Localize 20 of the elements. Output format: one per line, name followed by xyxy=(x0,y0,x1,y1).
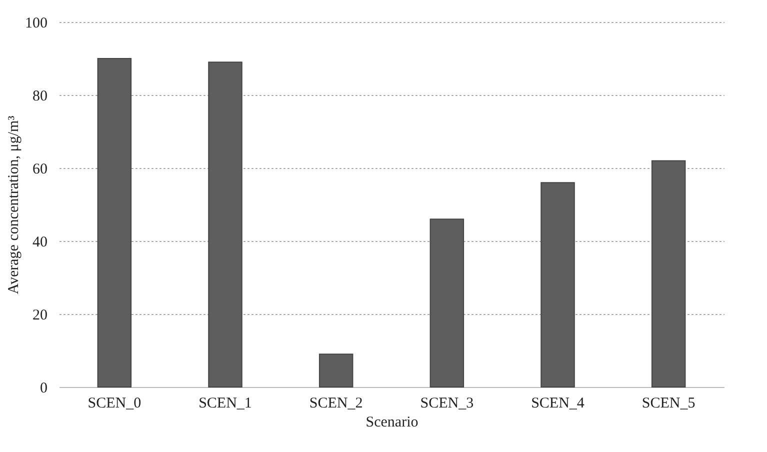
y-tick-label: 20 xyxy=(32,308,48,324)
x-tick-label: SCEN_1 xyxy=(198,396,252,412)
y-tick-label: 40 xyxy=(32,234,48,250)
y-tick-label: 100 xyxy=(25,16,48,32)
x-tick-label: SCEN_2 xyxy=(309,396,363,412)
bar xyxy=(208,62,242,388)
x-tick-label: SCEN_3 xyxy=(420,396,474,412)
bar xyxy=(318,354,354,388)
x-tick-label: SCEN_5 xyxy=(642,396,696,412)
x-axis-title: Scenario xyxy=(366,414,418,430)
bar xyxy=(540,182,575,388)
y-axis-title: Average concentration, μg/m³ xyxy=(6,115,22,294)
y-tick-label: 0 xyxy=(40,380,48,396)
y-tick-label: 60 xyxy=(32,162,48,178)
y-tick-label: 80 xyxy=(32,88,48,104)
bar xyxy=(97,58,132,388)
x-tick-label: SCEN_0 xyxy=(88,396,142,412)
bar xyxy=(430,218,464,388)
bar xyxy=(651,160,686,388)
x-tick-label: SCEN_4 xyxy=(531,396,585,412)
